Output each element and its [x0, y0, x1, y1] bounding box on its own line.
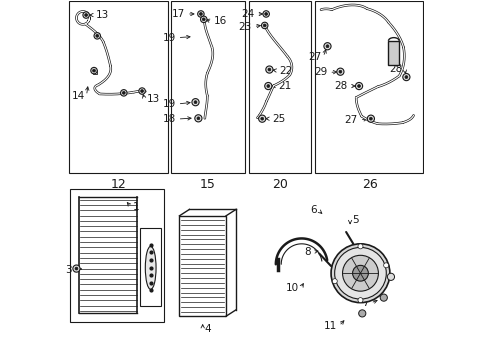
Circle shape	[359, 310, 366, 317]
Text: 22: 22	[279, 66, 293, 76]
Circle shape	[200, 16, 207, 23]
Text: 12: 12	[111, 178, 126, 191]
Circle shape	[384, 263, 389, 268]
Text: 15: 15	[200, 178, 216, 191]
Circle shape	[262, 22, 268, 29]
Bar	[69, 1, 168, 173]
Text: 5: 5	[352, 215, 359, 225]
Text: 27: 27	[308, 52, 321, 62]
Circle shape	[267, 85, 270, 87]
Bar	[140, 228, 161, 306]
Circle shape	[93, 69, 96, 72]
Text: 27: 27	[344, 115, 358, 125]
Circle shape	[331, 244, 390, 303]
Circle shape	[388, 273, 394, 280]
Ellipse shape	[146, 246, 156, 289]
Circle shape	[337, 68, 344, 75]
Text: 28: 28	[390, 64, 403, 74]
Text: 14: 14	[72, 91, 85, 101]
Text: 4: 4	[204, 324, 211, 334]
Circle shape	[358, 244, 363, 249]
Text: 19: 19	[163, 99, 176, 109]
Circle shape	[355, 82, 363, 90]
Circle shape	[358, 85, 361, 87]
Circle shape	[358, 298, 363, 303]
Circle shape	[332, 279, 337, 284]
Circle shape	[91, 67, 97, 74]
Text: 20: 20	[272, 178, 288, 191]
Circle shape	[266, 66, 273, 73]
Text: 3: 3	[65, 265, 72, 275]
Circle shape	[197, 117, 200, 120]
Circle shape	[261, 117, 264, 120]
Text: 24: 24	[242, 9, 255, 19]
Text: 16: 16	[214, 17, 227, 27]
Circle shape	[139, 88, 146, 94]
Circle shape	[343, 255, 378, 291]
Bar	[172, 1, 245, 173]
Text: 1: 1	[133, 202, 139, 212]
Circle shape	[324, 42, 331, 50]
Circle shape	[75, 267, 78, 270]
Circle shape	[94, 33, 100, 39]
Circle shape	[121, 90, 127, 96]
Text: 21: 21	[278, 81, 291, 91]
Circle shape	[265, 82, 272, 90]
Circle shape	[197, 11, 204, 17]
Circle shape	[202, 18, 205, 21]
Circle shape	[369, 117, 372, 120]
Text: 13: 13	[96, 10, 109, 20]
Bar	[315, 1, 422, 173]
Text: 23: 23	[239, 22, 252, 32]
Bar	[248, 1, 311, 173]
Circle shape	[122, 91, 125, 94]
Circle shape	[353, 265, 368, 281]
Text: 17: 17	[172, 9, 185, 19]
Text: 9: 9	[383, 264, 390, 274]
Text: 26: 26	[362, 178, 378, 191]
Text: 29: 29	[314, 67, 327, 77]
Circle shape	[326, 45, 329, 48]
Circle shape	[368, 115, 374, 122]
Text: 19: 19	[163, 33, 176, 42]
Circle shape	[265, 13, 268, 15]
Circle shape	[259, 115, 266, 122]
Circle shape	[335, 247, 386, 299]
Circle shape	[263, 11, 270, 17]
Text: 7: 7	[362, 298, 368, 308]
Circle shape	[339, 70, 342, 73]
Circle shape	[83, 12, 89, 18]
Circle shape	[380, 294, 388, 301]
Text: 2: 2	[151, 242, 157, 252]
Circle shape	[96, 35, 98, 37]
Circle shape	[73, 265, 80, 272]
Bar	[70, 189, 164, 321]
Text: 18: 18	[163, 114, 176, 124]
Text: 11: 11	[324, 321, 337, 331]
Circle shape	[263, 24, 266, 27]
Bar	[389, 41, 399, 65]
Bar	[93, 70, 97, 74]
Circle shape	[194, 101, 197, 104]
Circle shape	[85, 14, 88, 17]
Text: 28: 28	[335, 81, 348, 91]
Text: 10: 10	[286, 283, 299, 293]
Circle shape	[192, 99, 199, 106]
Text: 8: 8	[305, 247, 311, 257]
Circle shape	[268, 68, 271, 71]
Circle shape	[405, 76, 408, 78]
Circle shape	[199, 13, 202, 15]
Text: 13: 13	[147, 94, 160, 104]
Text: 25: 25	[272, 114, 285, 124]
Bar	[179, 216, 226, 316]
Circle shape	[403, 73, 410, 81]
Text: 6: 6	[310, 206, 317, 216]
Circle shape	[195, 115, 202, 122]
Circle shape	[141, 90, 144, 93]
